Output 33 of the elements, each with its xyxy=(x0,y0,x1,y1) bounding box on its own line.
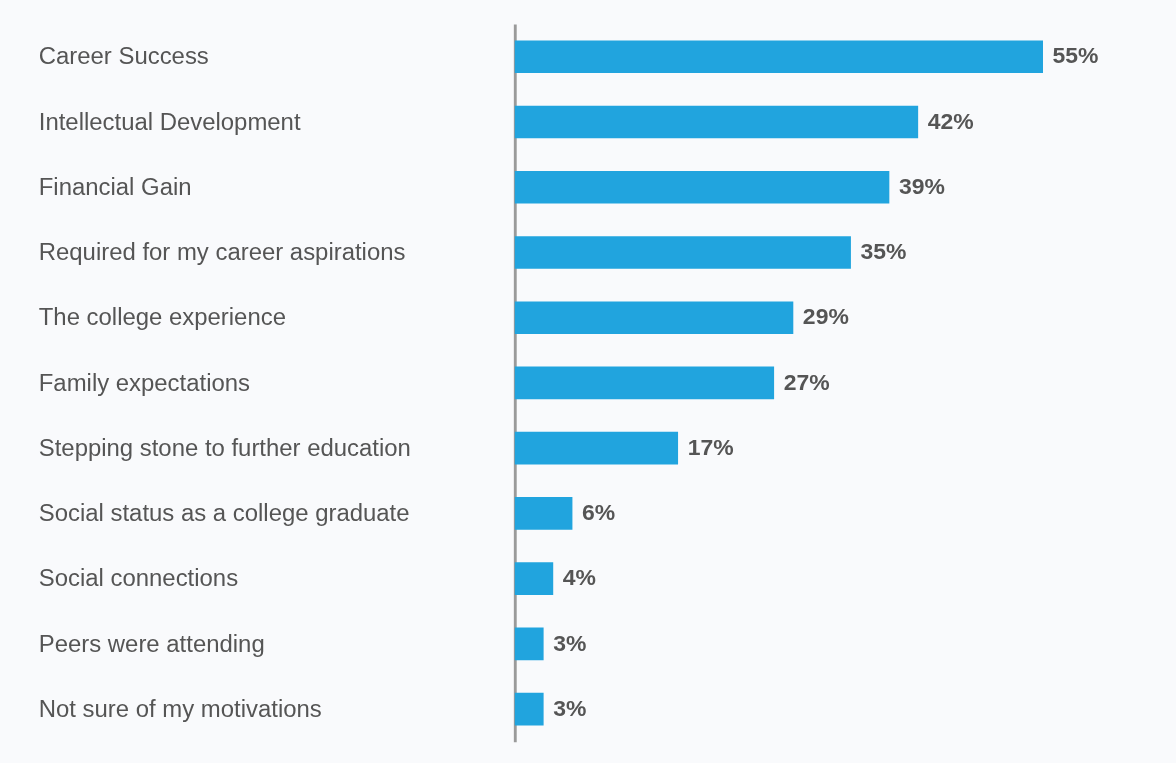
data-label: 42% xyxy=(927,107,974,134)
data-label: 6% xyxy=(581,499,616,526)
y-tick-label: Social connections xyxy=(38,564,239,592)
data-label: 29% xyxy=(802,303,849,330)
y-tick-label: Required for my career aspirations xyxy=(38,238,406,266)
bar xyxy=(514,562,554,595)
y-tick-label: Career Success xyxy=(38,42,209,70)
data-label: 27% xyxy=(783,368,830,395)
bar xyxy=(514,627,544,661)
y-tick-label: Financial Gain xyxy=(38,172,192,200)
bar xyxy=(514,40,1043,74)
bar xyxy=(514,170,890,204)
data-label: 55% xyxy=(1052,42,1099,69)
y-tick-label: Family expectations xyxy=(38,368,251,396)
bar xyxy=(514,105,919,139)
bar xyxy=(514,431,679,465)
data-label: 35% xyxy=(860,238,907,265)
y-tick-label: Peers were attending xyxy=(38,629,265,657)
bar xyxy=(514,236,851,269)
bar xyxy=(514,497,573,530)
y-tick-label: Intellectual Development xyxy=(38,107,301,135)
data-label: 4% xyxy=(562,564,596,591)
data-label: 3% xyxy=(553,629,587,656)
bar xyxy=(514,301,794,334)
bar xyxy=(514,366,775,400)
y-tick-label: Stepping stone to further education xyxy=(38,433,411,461)
y-tick-label: Not sure of my motivations xyxy=(38,694,322,722)
data-label: 3% xyxy=(553,694,587,721)
y-tick-label: Social status as a college graduate xyxy=(38,499,410,527)
bar xyxy=(514,692,544,726)
data-label: 39% xyxy=(898,172,945,199)
data-label: 17% xyxy=(687,433,734,460)
y-tick-label: The college experience xyxy=(38,303,286,331)
